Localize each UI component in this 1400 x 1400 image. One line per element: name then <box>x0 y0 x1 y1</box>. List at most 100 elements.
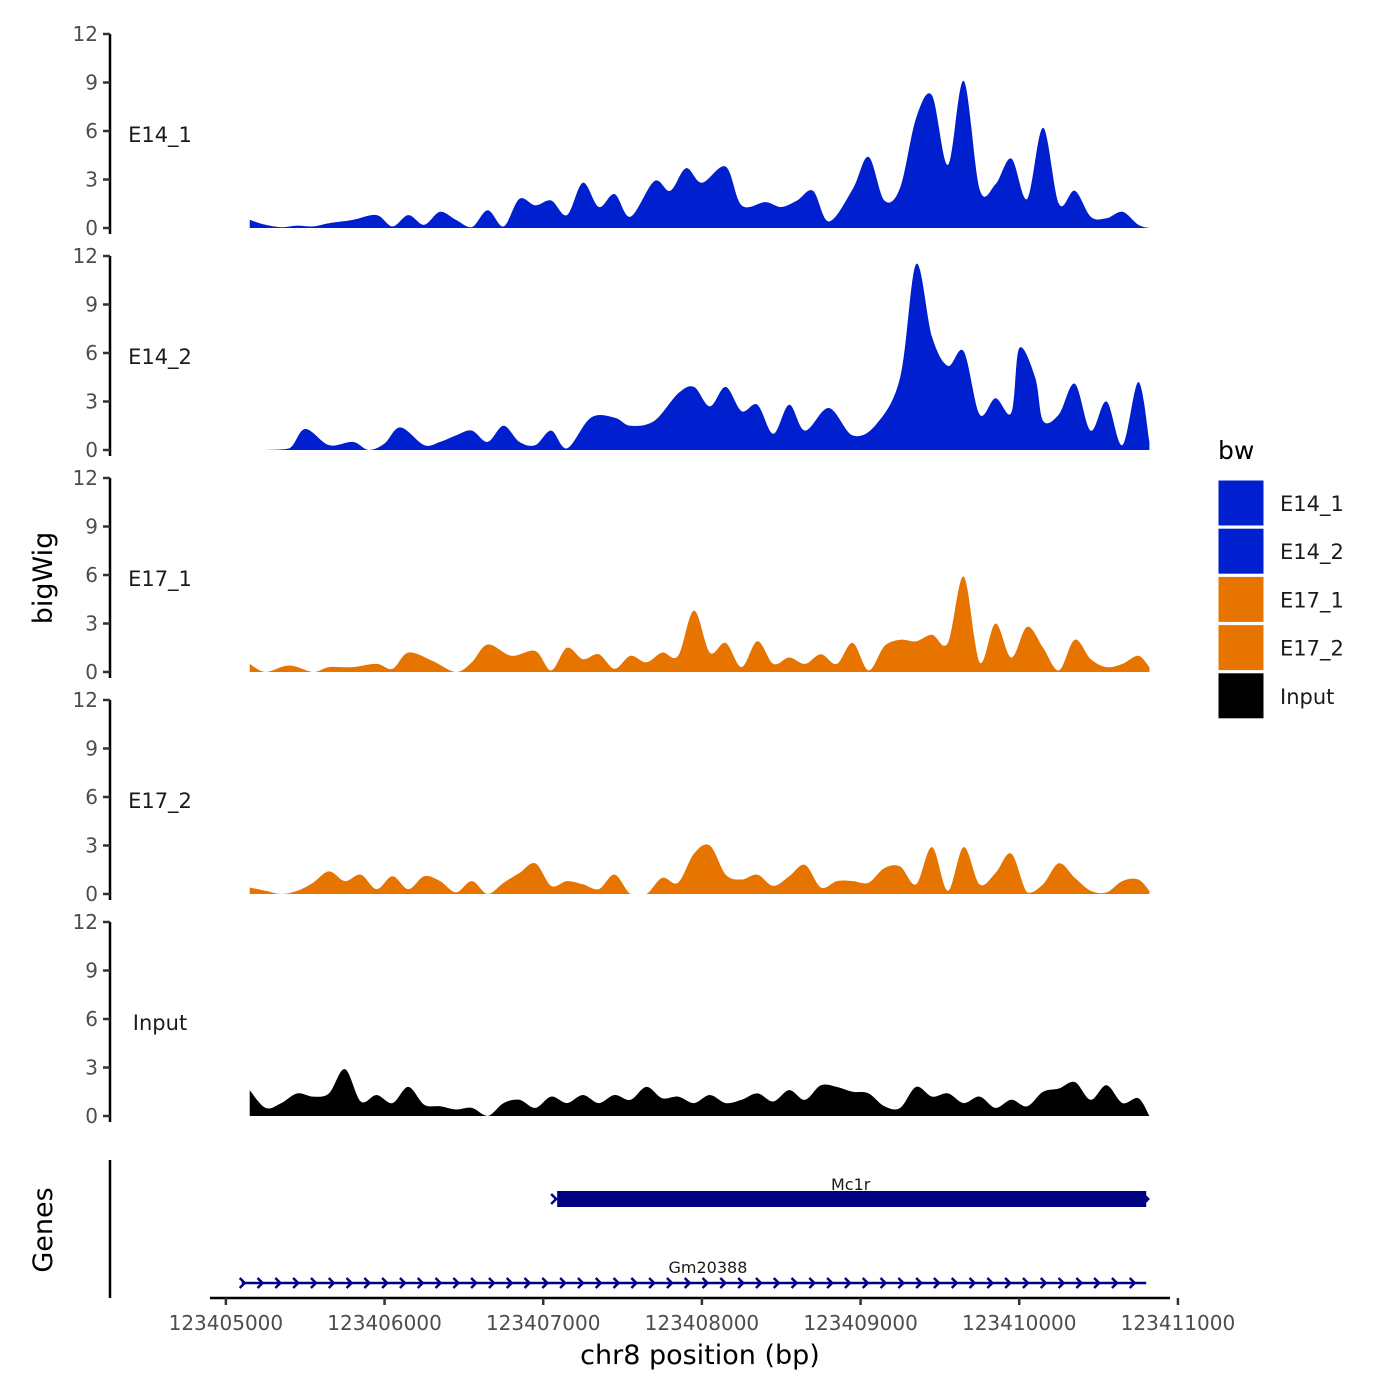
strand-arrow <box>826 1277 834 1289</box>
strand-arrow <box>790 1277 799 1289</box>
coverage-area-e17-2 <box>249 844 1150 894</box>
gene-mc1r: Mc1r <box>550 1175 1150 1207</box>
strand-arrow <box>1004 1277 1012 1289</box>
strand-arrow <box>381 1277 389 1289</box>
y-tick-label: 3 <box>85 834 98 858</box>
y-tick-label: 6 <box>85 341 98 365</box>
strand-arrow <box>541 1277 550 1289</box>
x-tick-label: 123406000 <box>327 1311 442 1335</box>
strand-arrow <box>470 1277 478 1289</box>
gene-label: Mc1r <box>831 1175 871 1194</box>
legend-label: E14_1 <box>1280 492 1344 517</box>
y-tick-label: 6 <box>85 1007 98 1031</box>
strand-arrow <box>363 1277 372 1289</box>
track-label: E17_2 <box>128 789 192 814</box>
y-tick-label: 12 <box>73 22 98 46</box>
y-tick-label: 6 <box>85 563 98 587</box>
strand-arrow <box>399 1277 407 1289</box>
strand-arrow <box>755 1277 763 1289</box>
gene-body-mc1r <box>557 1191 1147 1207</box>
y-tick-label: 3 <box>85 1056 98 1080</box>
strand-arrow <box>256 1277 265 1289</box>
strand-arrow <box>345 1277 354 1289</box>
y-tick-label: 9 <box>85 737 98 761</box>
track-label: E14_2 <box>128 345 192 370</box>
x-tick-label: 123407000 <box>486 1311 601 1335</box>
y-tick-label: 0 <box>85 438 98 462</box>
x-axis-title: chr8 position (bp) <box>580 1340 820 1371</box>
track-input: 0 3 6 9 12 Input <box>73 910 1150 1128</box>
strand-arrow <box>701 1277 710 1289</box>
y-tick-label: 0 <box>85 1104 98 1128</box>
track-label: E14_1 <box>128 123 192 148</box>
strand-arrow <box>274 1277 283 1289</box>
strand-arrow <box>594 1277 603 1289</box>
strand-arrow <box>327 1277 336 1289</box>
strand-arrow <box>505 1277 514 1289</box>
strand-arrow <box>986 1277 995 1289</box>
track-e17-1: 0 3 6 9 12 E17_1 <box>73 466 1150 684</box>
coverage-area-e14-2 <box>265 263 1150 450</box>
strand-arrow <box>1111 1277 1119 1289</box>
strand-arrow <box>1057 1277 1066 1289</box>
strand-arrow <box>434 1277 443 1289</box>
legend-swatch-input <box>1217 672 1265 720</box>
strand-arrow <box>772 1277 781 1289</box>
strand-arrow <box>416 1277 425 1289</box>
y-tick-label: 0 <box>85 882 98 906</box>
strand-arrow <box>1022 1277 1030 1289</box>
y-tick-label: 9 <box>85 515 98 539</box>
strand-arrow <box>559 1277 567 1289</box>
genes-panel: Gm20388 Mc1r <box>108 1160 1150 1298</box>
x-tick-label: 123405000 <box>169 1311 284 1335</box>
strand-arrow <box>630 1277 639 1289</box>
coverage-tracks: 0 3 6 9 12 E14_1 0 3 6 9 12 E14_2 0 3 6 9 12 E17_1 0 3 6 9 12 E… <box>73 22 1150 1128</box>
strand-arrow <box>719 1277 728 1289</box>
genes-axis-title: Genes <box>28 1187 59 1272</box>
strand-arrow <box>844 1277 852 1289</box>
strand-arrow <box>950 1277 959 1289</box>
legend-label: E17_2 <box>1280 637 1344 662</box>
y-tick-label: 6 <box>85 119 98 143</box>
strand-arrow <box>488 1277 496 1289</box>
gene-gm20388: Gm20388 <box>238 1258 1147 1289</box>
y-tick-label: 9 <box>85 71 98 95</box>
strand-arrow <box>292 1277 300 1289</box>
strand-arrow <box>1142 1193 1150 1205</box>
legend-swatch-e17-1 <box>1217 575 1265 623</box>
x-tick-label: 123411000 <box>1121 1311 1236 1335</box>
y-tick-label: 3 <box>85 612 98 636</box>
x-tick-label: 123408000 <box>645 1311 760 1335</box>
y-tick-label: 12 <box>73 244 98 268</box>
strand-arrow <box>238 1277 247 1289</box>
strand-arrow <box>861 1277 870 1289</box>
legend-swatch-e17-2 <box>1217 624 1265 672</box>
strand-arrow <box>808 1277 817 1289</box>
y-tick-label: 9 <box>85 959 98 983</box>
track-e17-2: 0 3 6 9 12 E17_2 <box>73 688 1150 906</box>
strand-arrow <box>1039 1277 1048 1289</box>
legend-swatch-e14-2 <box>1217 527 1265 575</box>
strand-arrow <box>683 1277 692 1289</box>
x-tick-label: 123410000 <box>962 1311 1077 1335</box>
x-tick-label: 123409000 <box>803 1311 918 1335</box>
strand-arrow <box>737 1277 745 1289</box>
track-label: E17_1 <box>128 567 192 592</box>
strand-arrow <box>666 1277 674 1289</box>
strand-arrow <box>648 1277 656 1289</box>
gene-label: Gm20388 <box>669 1258 748 1277</box>
track-e14-1: 0 3 6 9 12 E14_1 <box>73 22 1150 240</box>
y-tick-label: 3 <box>85 390 98 414</box>
x-axis: 123405000 123406000 123407000 123408000 1234… <box>169 1296 1236 1335</box>
strand-arrow <box>897 1277 906 1289</box>
coverage-area-input <box>249 1069 1150 1116</box>
strand-arrow <box>968 1277 977 1289</box>
coverage-area-e14-1 <box>249 80 1150 229</box>
y-tick-label: 3 <box>85 168 98 192</box>
track-label: Input <box>133 1011 187 1035</box>
legend-swatch-e14-1 <box>1217 479 1265 527</box>
strand-arrow <box>550 1193 558 1205</box>
y-tick-label: 0 <box>85 660 98 684</box>
legend: bw E14_1 E14_2 E17_1 E17_2 Input <box>1217 436 1344 720</box>
